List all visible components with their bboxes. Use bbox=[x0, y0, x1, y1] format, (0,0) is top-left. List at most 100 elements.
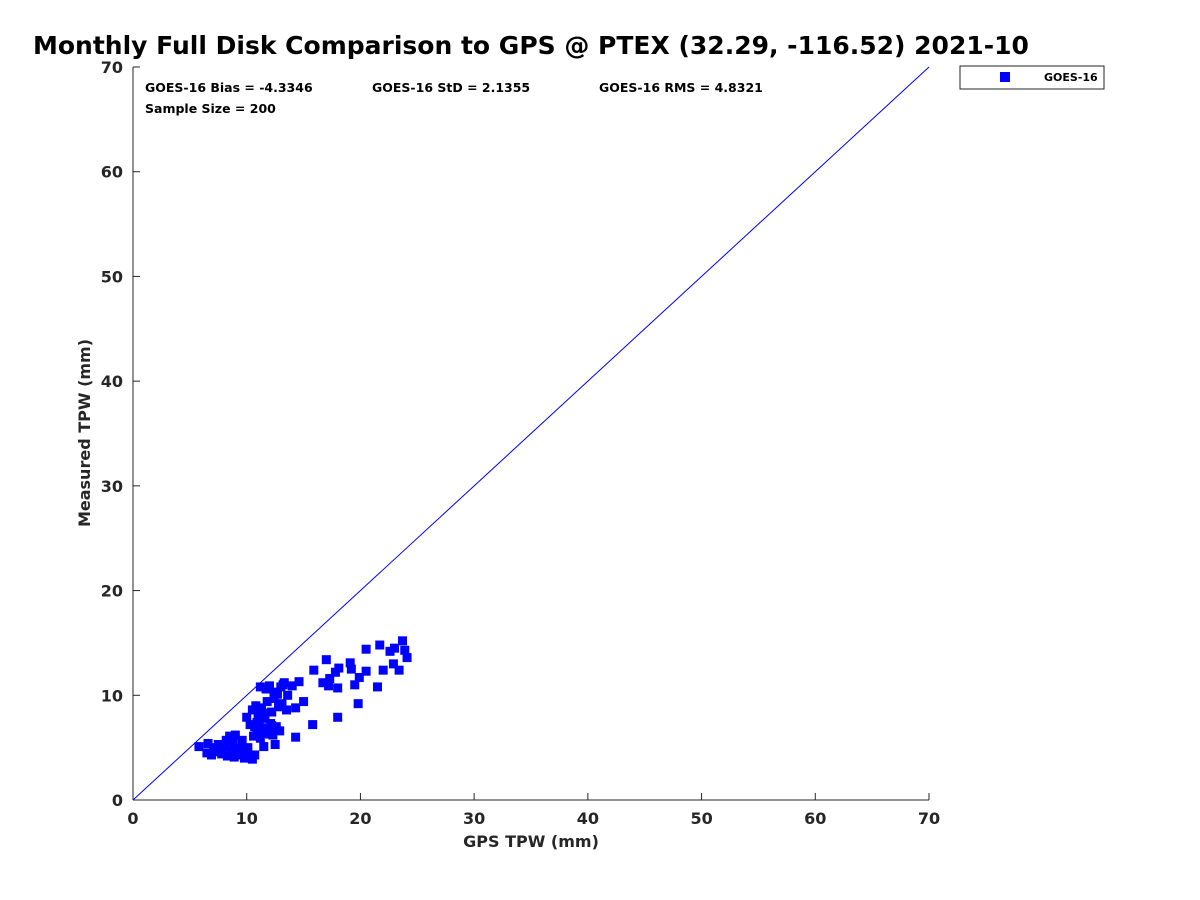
axis-ticks: 0 10 20 30 40 50 60 70 0 10 20 30 40 50 60 70 bbox=[101, 58, 940, 828]
data-point bbox=[378, 665, 388, 675]
data-point bbox=[260, 713, 270, 723]
legend: GOES-16 bbox=[959, 65, 1105, 90]
y-tick-label: 60 bbox=[101, 163, 123, 182]
data-point bbox=[245, 720, 255, 730]
data-point bbox=[256, 703, 266, 713]
x-tick-label: 60 bbox=[804, 809, 826, 828]
data-point bbox=[225, 731, 235, 741]
data-point bbox=[334, 663, 344, 673]
data-point bbox=[239, 753, 249, 763]
data-point bbox=[354, 672, 364, 682]
data-point bbox=[251, 701, 261, 711]
series-goes16-points bbox=[194, 636, 412, 764]
data-point bbox=[345, 658, 355, 668]
data-point bbox=[398, 636, 408, 646]
data-point bbox=[250, 750, 260, 760]
data-point bbox=[203, 738, 213, 748]
data-point bbox=[269, 687, 279, 697]
data-point bbox=[228, 738, 238, 748]
data-point bbox=[260, 708, 270, 718]
legend-marker bbox=[1000, 72, 1010, 82]
data-point bbox=[213, 740, 223, 750]
x-tick-label: 30 bbox=[463, 809, 485, 828]
data-point bbox=[256, 723, 266, 733]
data-point bbox=[229, 752, 239, 762]
data-point bbox=[264, 681, 274, 691]
data-point bbox=[206, 750, 216, 760]
data-point bbox=[325, 674, 335, 684]
data-point bbox=[237, 735, 247, 745]
one-to-one-reference-line bbox=[132, 66, 930, 801]
data-point bbox=[194, 742, 204, 752]
data-point bbox=[350, 680, 360, 690]
y-tick-label: 0 bbox=[112, 791, 123, 810]
x-tick-label: 40 bbox=[577, 809, 599, 828]
data-point bbox=[270, 740, 280, 750]
data-point bbox=[211, 747, 221, 757]
x-tick-label: 50 bbox=[690, 809, 712, 828]
y-tick-label: 30 bbox=[101, 477, 123, 496]
data-point bbox=[241, 744, 251, 754]
data-point bbox=[400, 645, 410, 655]
data-point bbox=[252, 718, 262, 728]
y-tick-label: 20 bbox=[101, 582, 123, 601]
y-tick-label: 70 bbox=[101, 58, 123, 77]
data-point bbox=[255, 682, 265, 692]
data-point bbox=[361, 644, 371, 654]
data-point bbox=[252, 725, 262, 735]
data-point bbox=[287, 681, 297, 691]
data-point bbox=[333, 683, 343, 693]
data-point bbox=[262, 697, 272, 707]
data-point bbox=[299, 697, 309, 707]
data-point bbox=[385, 646, 395, 656]
data-point bbox=[249, 731, 259, 741]
rms-annotation: GOES-16 RMS = 4.8321 bbox=[599, 80, 763, 95]
y-tick-label: 10 bbox=[101, 686, 123, 705]
data-point bbox=[253, 710, 263, 720]
data-point bbox=[216, 745, 226, 755]
data-point bbox=[255, 733, 265, 743]
data-point bbox=[388, 659, 398, 669]
data-point bbox=[222, 751, 232, 761]
data-point bbox=[390, 643, 400, 653]
data-point bbox=[226, 744, 236, 754]
data-point bbox=[258, 728, 268, 738]
data-point bbox=[242, 712, 252, 722]
std-annotation: GOES-16 StD = 2.1355 bbox=[372, 80, 530, 95]
data-point bbox=[333, 712, 343, 722]
x-tick-label: 70 bbox=[918, 809, 940, 828]
legend-box bbox=[959, 65, 1105, 90]
data-point bbox=[318, 678, 328, 688]
data-point bbox=[230, 730, 240, 740]
data-point bbox=[372, 682, 382, 692]
legend-label: GOES-16 bbox=[1044, 71, 1098, 84]
data-point bbox=[282, 705, 292, 715]
data-point bbox=[291, 703, 301, 713]
data-point bbox=[283, 690, 293, 700]
data-point bbox=[321, 655, 331, 665]
data-point bbox=[394, 665, 404, 675]
data-point bbox=[235, 743, 245, 753]
x-axis-label: GPS TPW (mm) bbox=[463, 832, 599, 851]
data-point bbox=[259, 742, 269, 752]
data-point bbox=[346, 664, 356, 674]
data-point bbox=[294, 677, 304, 687]
data-point bbox=[309, 665, 319, 675]
bias-annotation: GOES-16 Bias = -4.3346 bbox=[145, 80, 313, 95]
y-tick-label: 40 bbox=[101, 372, 123, 391]
data-point bbox=[277, 699, 287, 709]
data-point bbox=[264, 729, 274, 739]
x-tick-label: 10 bbox=[236, 809, 258, 828]
chart-title: Monthly Full Disk Comparison to GPS @ PT… bbox=[33, 31, 1029, 60]
data-point bbox=[291, 732, 301, 742]
y-axis-label: Measured TPW (mm) bbox=[75, 339, 94, 527]
y-tick-label: 50 bbox=[101, 267, 123, 286]
sample-size-annotation: Sample Size = 200 bbox=[145, 101, 276, 116]
data-point bbox=[402, 653, 412, 663]
data-point bbox=[324, 681, 334, 691]
data-point bbox=[375, 640, 385, 650]
data-point bbox=[202, 748, 212, 758]
stats-annotations: GOES-16 Bias = -4.3346 GOES-16 StD = 2.1… bbox=[145, 80, 763, 116]
data-point bbox=[275, 726, 285, 736]
